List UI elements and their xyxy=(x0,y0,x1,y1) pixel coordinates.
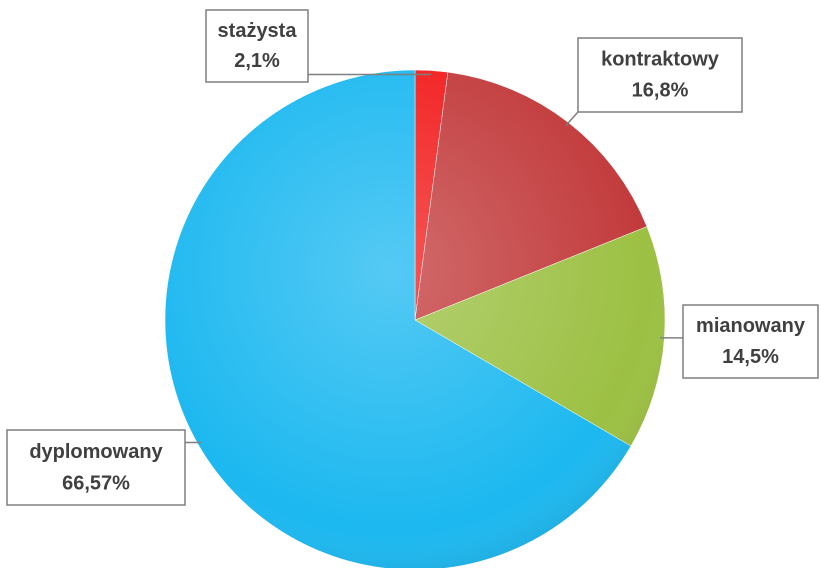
label-box xyxy=(205,9,309,83)
category-label: stażysta xyxy=(218,20,298,42)
value-label: 2,1% xyxy=(234,50,280,72)
category-label: kontraktowy xyxy=(601,48,720,70)
value-label: 14,5% xyxy=(722,346,779,368)
label-box xyxy=(6,429,186,506)
label-box xyxy=(682,304,819,379)
value-label: 16,8% xyxy=(632,80,689,102)
category-label: dyplomowany xyxy=(29,441,163,463)
category-label: mianowany xyxy=(696,315,806,337)
label-box xyxy=(577,37,743,113)
leader-line xyxy=(565,111,579,127)
value-label: 66,57% xyxy=(62,472,130,494)
